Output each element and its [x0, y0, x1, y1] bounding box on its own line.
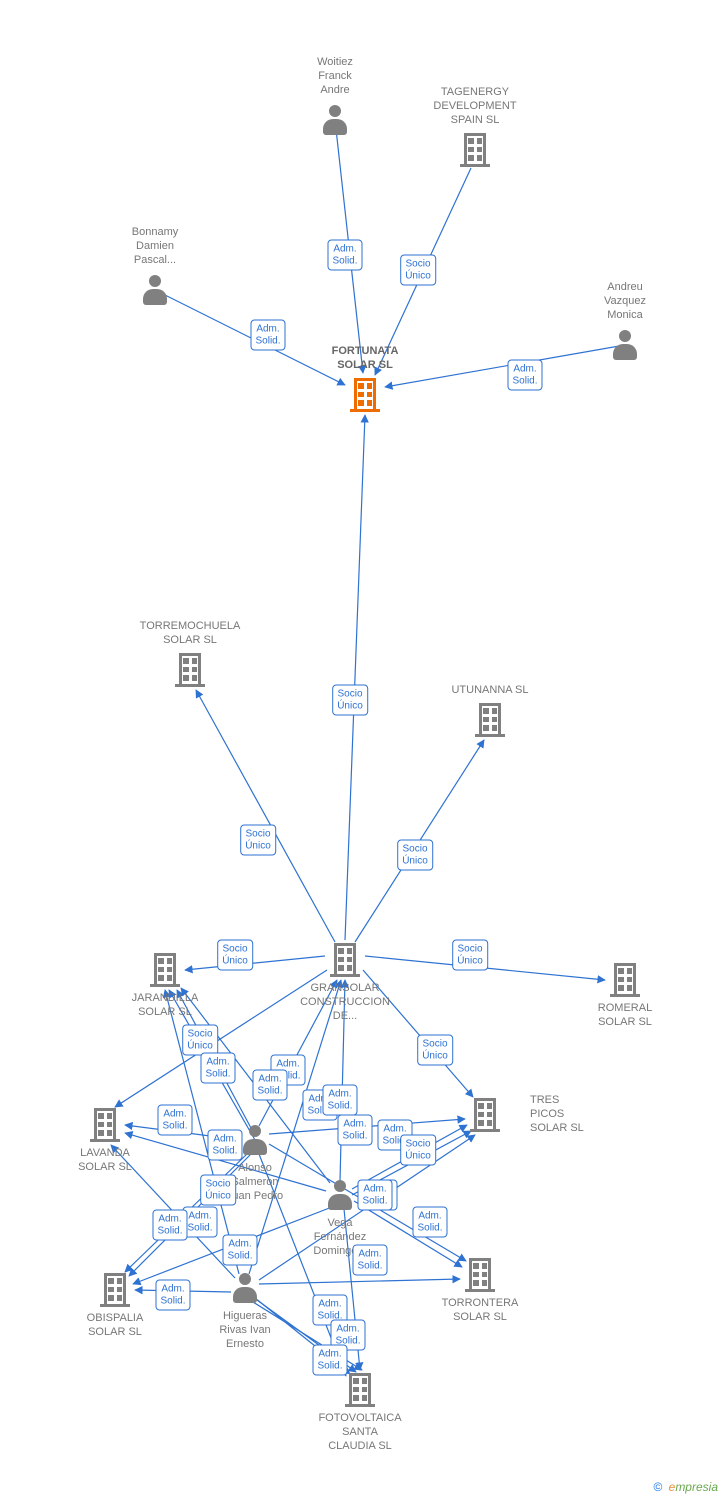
building-icon[interactable] [610, 963, 640, 997]
edge [340, 980, 345, 1181]
copyright-symbol: © [653, 1480, 662, 1494]
building-icon[interactable] [460, 133, 490, 167]
edge [335, 120, 363, 373]
edge [129, 1154, 251, 1276]
diagram-canvas: Woitiez Franck AndreTAGENERGY DEVELOPMEN… [0, 0, 728, 1500]
footer-credit: © empresia [653, 1480, 718, 1494]
edge [345, 415, 365, 940]
edge [355, 740, 484, 942]
edge [269, 1119, 465, 1134]
edge [259, 1279, 460, 1284]
building-icon[interactable] [90, 1108, 120, 1142]
edge [344, 1209, 360, 1370]
building-icon[interactable] [465, 1258, 495, 1292]
edge [111, 1145, 235, 1278]
building-icon[interactable] [345, 1373, 375, 1407]
building-icon[interactable] [175, 653, 205, 687]
person-icon[interactable] [243, 1125, 267, 1155]
building-icon[interactable] [475, 703, 505, 737]
edge [185, 956, 325, 970]
building-icon[interactable] [470, 1098, 500, 1132]
edge [253, 1302, 362, 1370]
brand-name: empresia [669, 1480, 718, 1494]
person-icon[interactable] [233, 1273, 257, 1303]
edge [125, 1133, 326, 1191]
edge [169, 990, 255, 1140]
edge [125, 1154, 247, 1272]
edge [365, 956, 605, 980]
building-icon[interactable] [350, 378, 380, 412]
person-icon[interactable] [613, 330, 637, 360]
person-icon[interactable] [328, 1180, 352, 1210]
edge [155, 290, 345, 385]
building-icon[interactable] [150, 953, 180, 987]
edge [352, 1131, 471, 1195]
person-icon[interactable] [143, 275, 167, 305]
edge [354, 1201, 462, 1267]
edge [259, 980, 337, 1126]
edge [363, 970, 473, 1097]
edge [196, 690, 335, 942]
edge [375, 168, 471, 375]
edge [115, 970, 327, 1107]
edge [135, 1290, 231, 1292]
building-icon[interactable] [100, 1273, 130, 1307]
edge [385, 345, 625, 387]
person-icon[interactable] [323, 105, 347, 135]
edge [177, 990, 251, 1128]
building-icon[interactable] [330, 943, 360, 977]
